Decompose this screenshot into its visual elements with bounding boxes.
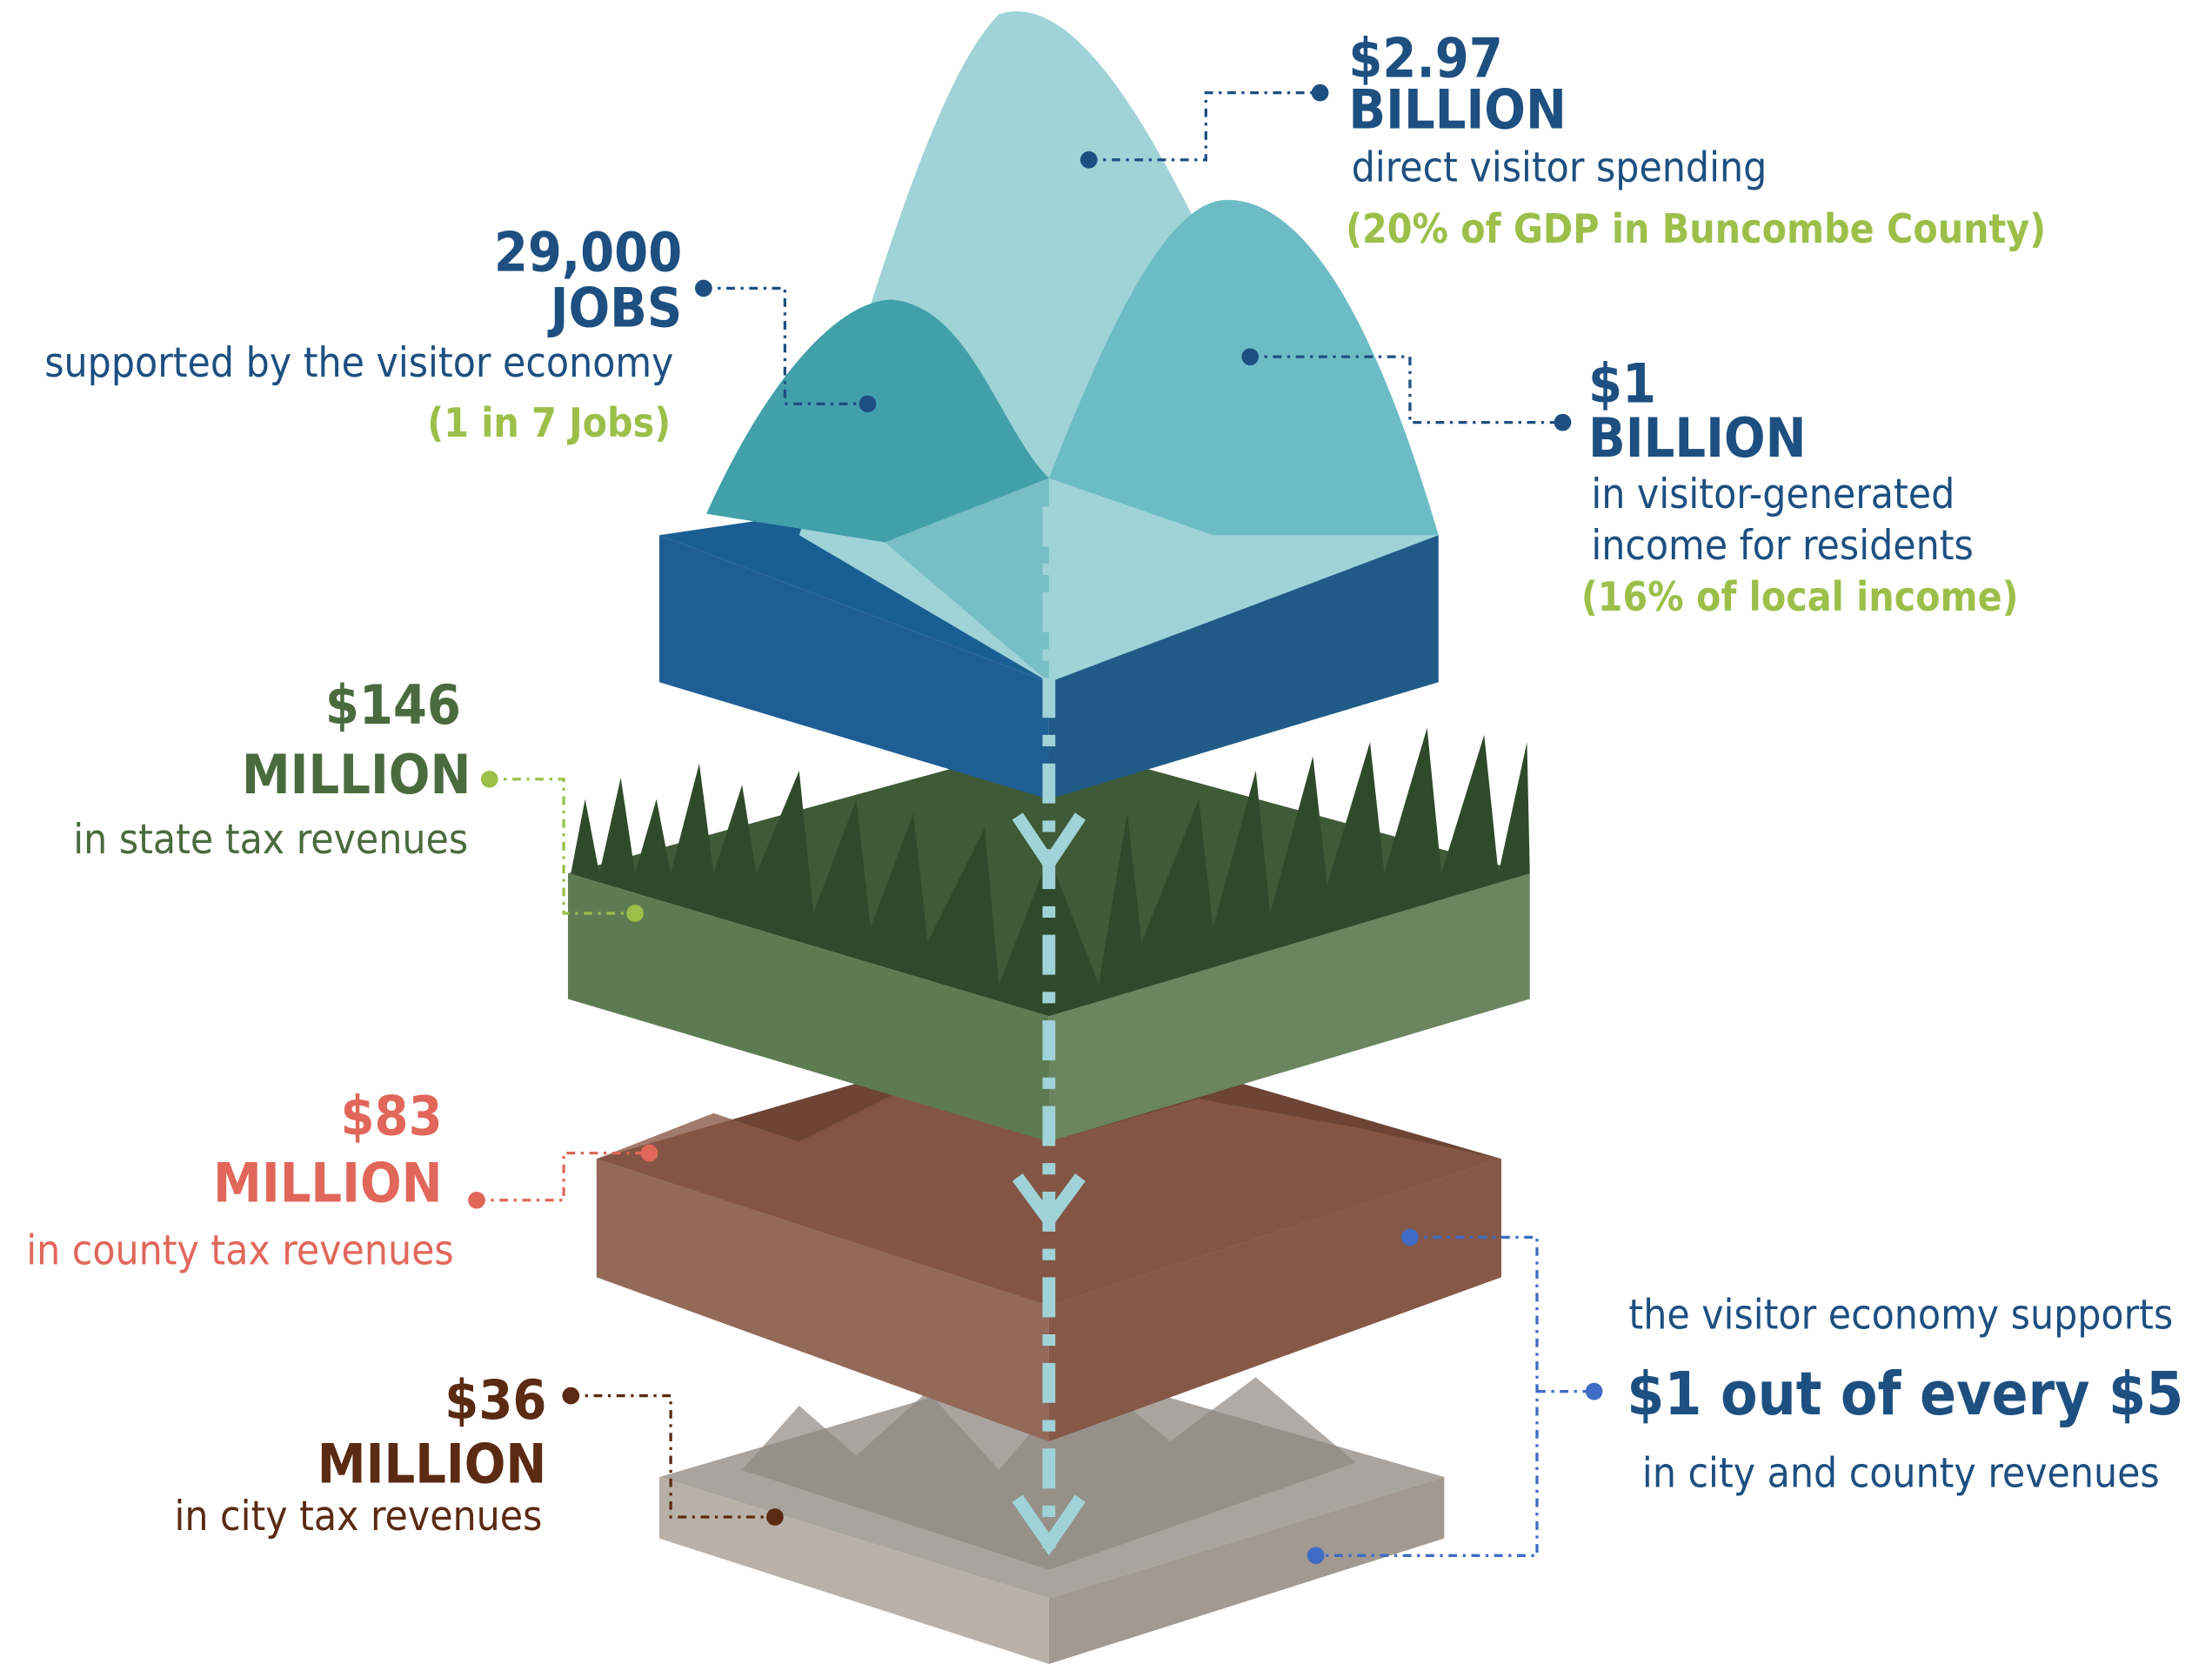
figure: $1 out of every $5	[1627, 1360, 2183, 1429]
unit: MILLION	[317, 1433, 547, 1496]
note: (20% of GDP in Buncombe County)	[1346, 205, 2046, 252]
callout-jobs: 29,000 JOBS supported by the visitor eco…	[44, 221, 682, 446]
callout-state: $146 MILLION in state tax revenues	[73, 673, 471, 864]
figure: $36	[444, 1368, 546, 1432]
infographic: $2.97 BILLION direct visitor spending (2…	[0, 0, 2212, 1664]
callout-city: $36 MILLION in city tax revenues	[174, 1368, 546, 1540]
callout-spending: $2.97 BILLION direct visitor spending (2…	[1346, 27, 2046, 252]
figure: $83	[341, 1084, 443, 1147]
callout-county: $83 MILLION in county tax revenues	[26, 1084, 454, 1274]
description: in county tax revenues	[26, 1227, 454, 1275]
figure: $146	[325, 673, 461, 737]
description: supported by the visitor economy	[44, 339, 673, 387]
note: (1 in 7 Jobs)	[427, 399, 671, 446]
description: direct visitor spending	[1352, 144, 1768, 191]
unit: JOBS	[547, 277, 683, 340]
description: income for residents	[1591, 522, 1973, 570]
unit: BILLION	[1348, 78, 1566, 142]
description: in city and county revenues	[1642, 1450, 2160, 1498]
lead: the visitor economy supports	[1628, 1291, 2173, 1339]
figure: 29,000	[494, 221, 682, 284]
callout-income: $1 BILLION in visitor-generated income f…	[1581, 352, 2019, 621]
unit: BILLION	[1588, 406, 1806, 470]
unit: MILLION	[213, 1151, 443, 1214]
description: in visitor-generated	[1591, 471, 1955, 518]
note: (16% of local income)	[1581, 573, 2019, 620]
description: in city tax revenues	[174, 1493, 542, 1540]
description: in state tax revenues	[73, 816, 468, 864]
unit: MILLION	[242, 743, 471, 806]
callout-share: the visitor economy supports $1 out of e…	[1627, 1291, 2183, 1497]
